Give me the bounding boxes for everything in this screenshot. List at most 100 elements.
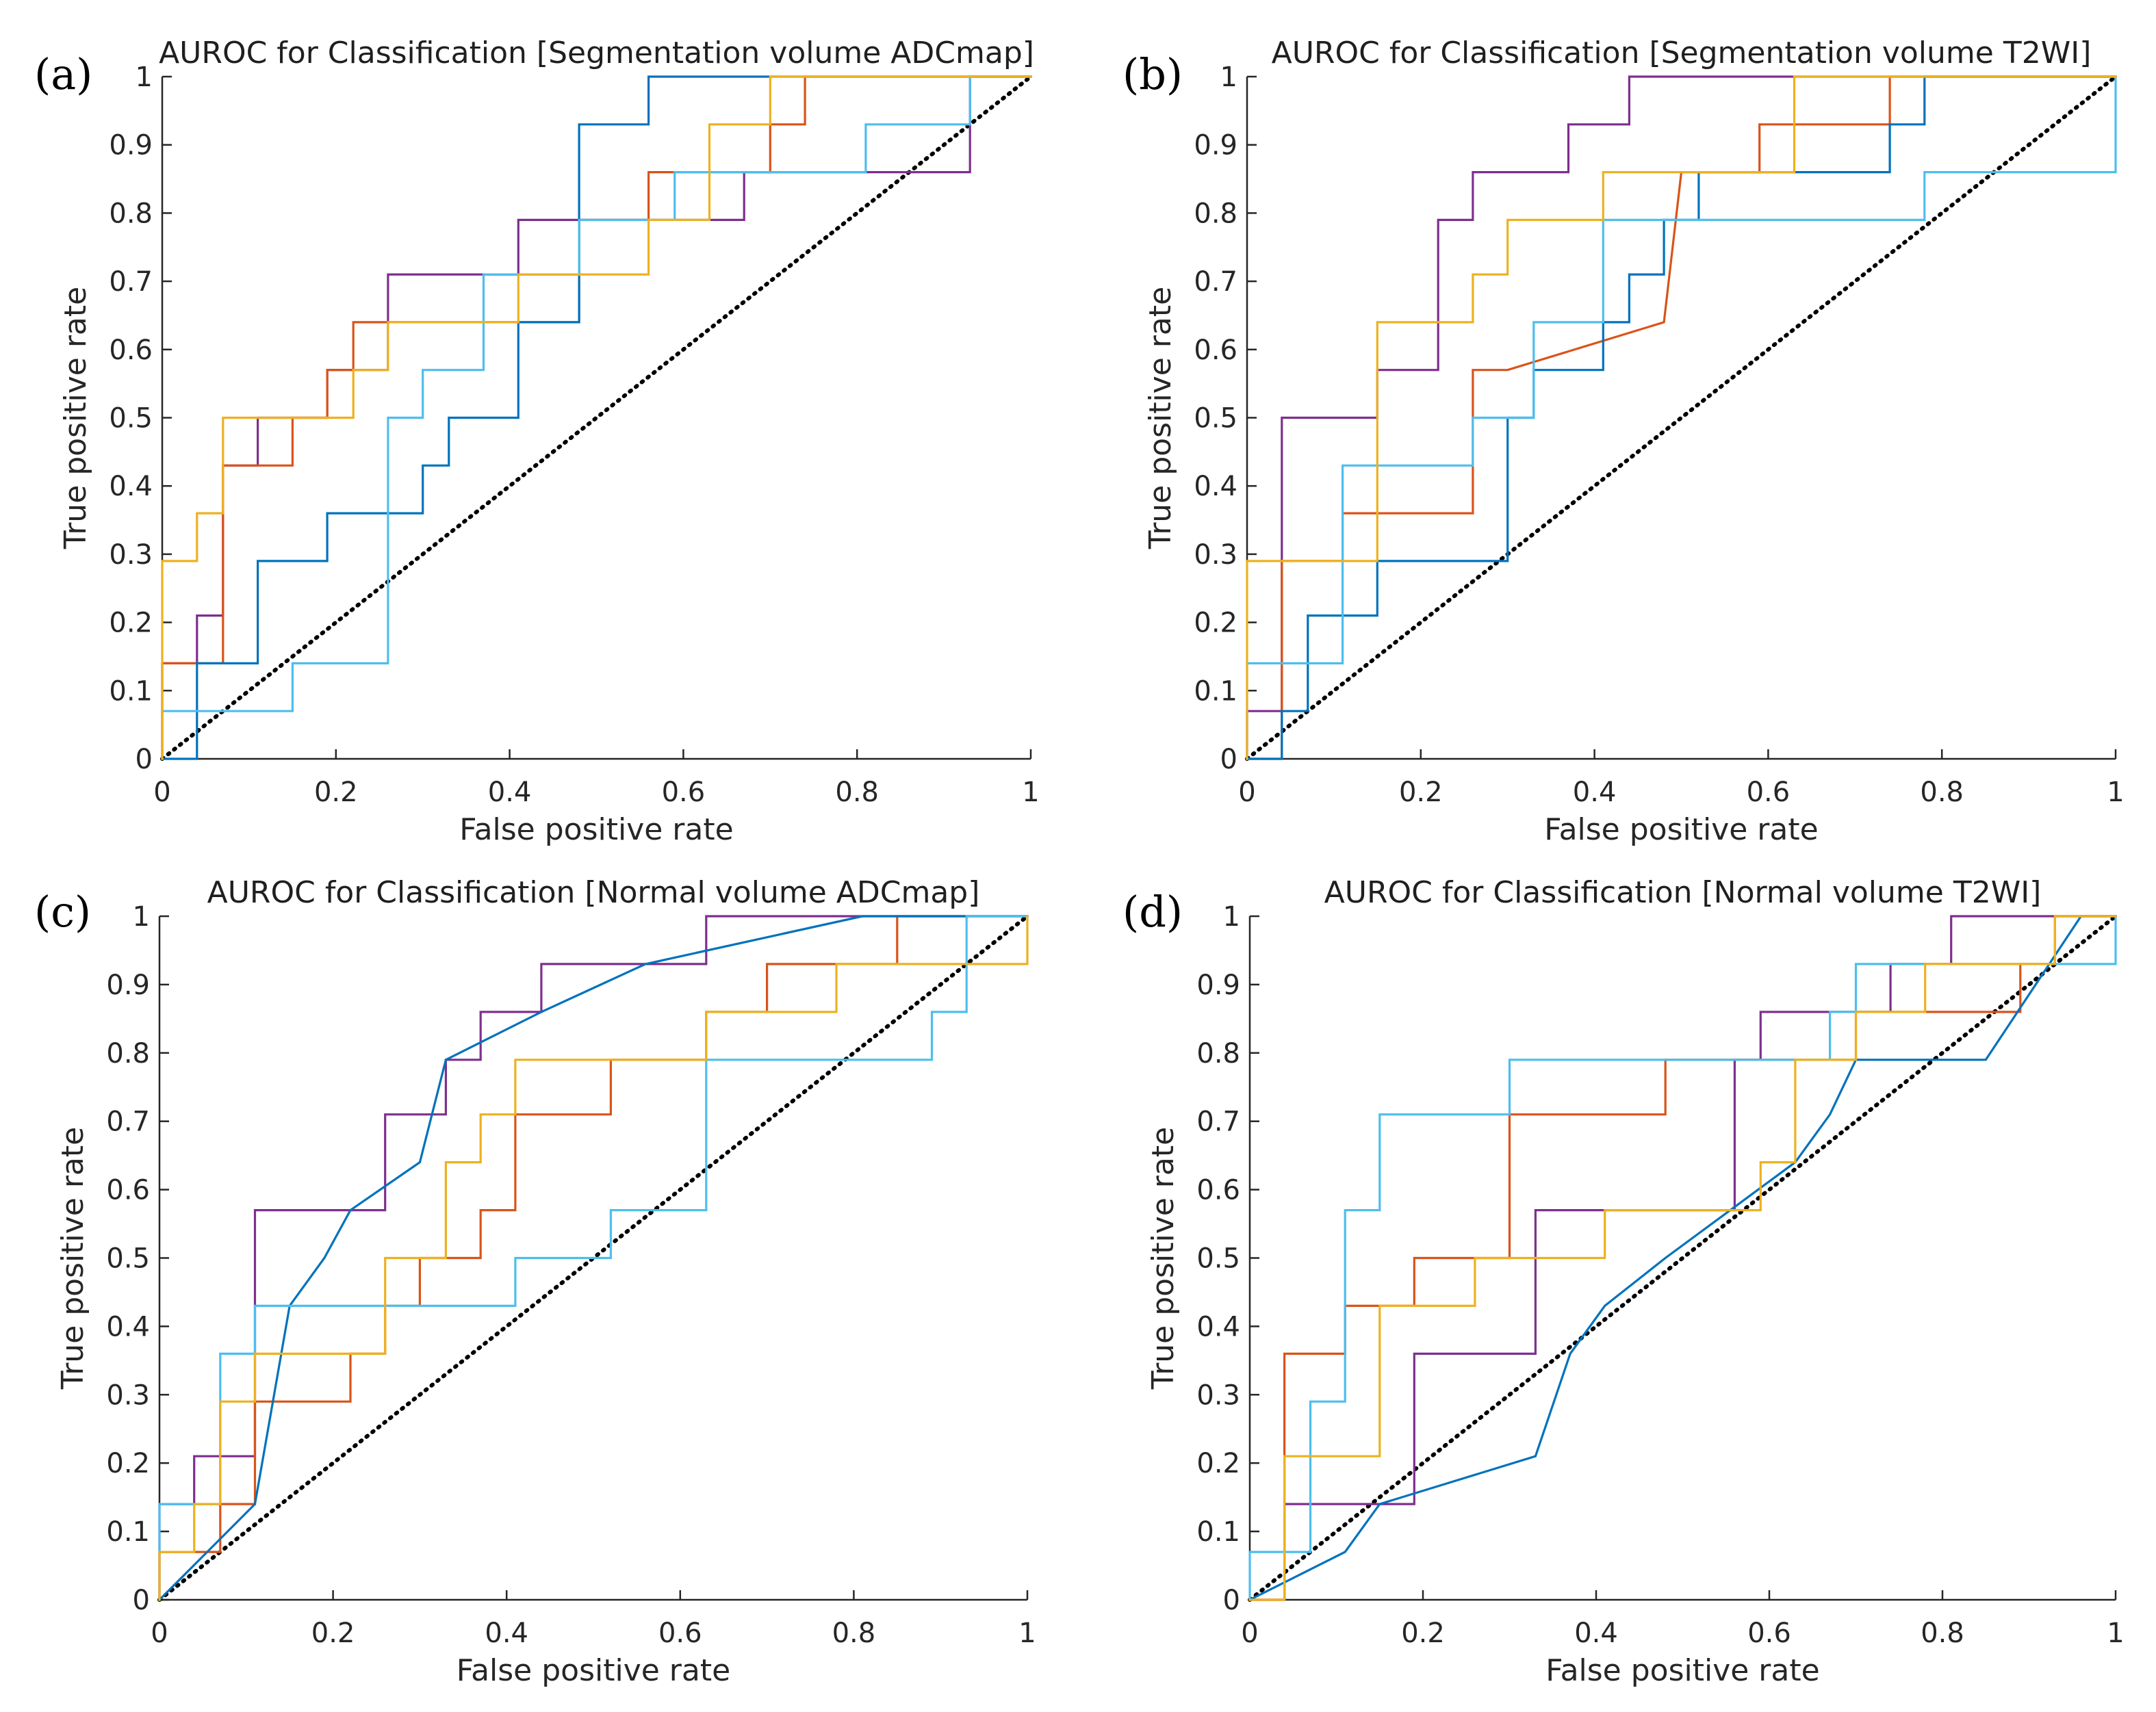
roc-curve-dark-blue-a <box>161 75 1032 760</box>
x-tick-label-a: 0.8 <box>835 777 879 808</box>
x-tick-label-c: 0.8 <box>832 1618 876 1649</box>
y-tick-label-c: 0.2 <box>106 1448 150 1479</box>
y-tick-label-b: 0.5 <box>1194 403 1237 435</box>
panel-label-c: (c) <box>34 887 92 937</box>
y-tick-label-a: 0.3 <box>109 539 153 571</box>
y-tick-label-d: 0.6 <box>1196 1175 1240 1206</box>
roc-curve-yellow-d <box>1248 915 2117 1601</box>
y-tick-label-c: 0 <box>133 1585 150 1616</box>
y-tick-label-a: 0.9 <box>109 130 153 161</box>
y-tick-label-d: 0 <box>1223 1585 1240 1616</box>
x-tick-label-c: 0.4 <box>485 1618 528 1649</box>
y-tick-label-b: 0.7 <box>1194 266 1237 298</box>
y-tick-label-c: 0.4 <box>106 1311 150 1343</box>
x-tick-label-a: 0.2 <box>314 777 358 808</box>
y-tick-label-c: 0.8 <box>106 1038 150 1069</box>
y-tick-label-c: 0.1 <box>106 1516 150 1548</box>
y-tick-label-a: 1 <box>136 62 153 93</box>
x-tick-label-b: 0.2 <box>1399 777 1443 808</box>
x-tick-label-a: 0 <box>153 777 170 808</box>
x-tick-label-c: 0.6 <box>658 1618 702 1649</box>
roc-curve-yellow-c <box>158 915 1029 1601</box>
y-tick-label-c: 0.9 <box>106 970 150 1001</box>
y-tick-label-d: 0.5 <box>1196 1243 1240 1275</box>
y-tick-label-a: 0.1 <box>109 675 153 707</box>
y-tick-label-a: 0.7 <box>109 266 153 298</box>
roc-curve-dark-blue-c <box>157 915 1029 1602</box>
chart-d: AUROC for Classification [Normal volume … <box>1146 875 2125 1688</box>
x-tick-label-d: 0.8 <box>1921 1618 1964 1649</box>
y-tick-label-b: 1 <box>1220 62 1237 93</box>
y-tick-label-b: 0.4 <box>1194 471 1237 502</box>
roc-curve-yellow-a <box>161 75 1032 760</box>
x-tick-label-c: 1 <box>1018 1618 1036 1649</box>
panel-label-b: (b) <box>1122 49 1183 99</box>
x-axis-label-b: False positive rate <box>1544 812 1818 847</box>
y-tick-label-c: 0.6 <box>106 1175 150 1206</box>
y-tick-label-d: 0.9 <box>1196 970 1240 1001</box>
x-tick-label-b: 0.6 <box>1747 777 1791 808</box>
y-axis-label-d: True positive rate <box>1146 1127 1181 1390</box>
y-tick-label-c: 0.7 <box>106 1106 150 1138</box>
y-tick-label-a: 0.2 <box>109 608 153 639</box>
y-tick-label-b: 0 <box>1220 744 1237 775</box>
y-tick-label-d: 0.1 <box>1196 1516 1240 1548</box>
x-tick-label-d: 0 <box>1241 1618 1258 1649</box>
panel-label-d: (d) <box>1122 887 1183 937</box>
y-tick-label-a: 0.8 <box>109 198 153 229</box>
chart-b: AUROC for Classification [Segmentation v… <box>1143 36 2125 847</box>
roc-curve-dark-blue-d <box>1248 915 2117 1602</box>
y-tick-label-d: 0.3 <box>1196 1379 1240 1411</box>
x-tick-label-c: 0 <box>151 1618 168 1649</box>
x-axis-label-d: False positive rate <box>1545 1653 1819 1688</box>
x-tick-label-d: 0.2 <box>1401 1618 1445 1649</box>
diagonal-reference-line-d <box>1248 914 2118 1602</box>
y-tick-label-b: 0.6 <box>1194 335 1237 366</box>
chart-a: AUROC for Classification [Segmentation v… <box>58 36 1040 847</box>
roc-curve-light-blue-d <box>1248 915 2117 1601</box>
chart-title-b: AUROC for Classification [Segmentation v… <box>1272 36 2092 70</box>
y-axis-label-a: True positive rate <box>58 287 93 549</box>
y-axis-label-b: True positive rate <box>1143 287 1178 549</box>
x-tick-label-b: 0 <box>1238 777 1255 808</box>
y-tick-label-d: 0.2 <box>1196 1448 1240 1479</box>
y-tick-label-c: 0.5 <box>106 1243 150 1275</box>
y-tick-label-a: 0.5 <box>109 403 153 435</box>
diagonal-reference-line-a <box>160 75 1033 761</box>
y-tick-label-b: 0.2 <box>1194 608 1237 639</box>
roc-curve-yellow-b <box>1246 75 2117 760</box>
x-tick-label-a: 0.4 <box>488 777 532 808</box>
y-tick-label-b: 0.1 <box>1194 675 1237 707</box>
x-tick-label-b: 0.8 <box>1920 777 1964 808</box>
x-axis-label-c: False positive rate <box>457 1653 730 1688</box>
x-tick-label-a: 1 <box>1022 777 1039 808</box>
y-tick-label-a: 0 <box>136 744 153 775</box>
y-axis-label-c: True positive rate <box>55 1127 90 1390</box>
chart-title-c: AUROC for Classification [Normal volume … <box>207 875 980 910</box>
y-tick-label-b: 0.9 <box>1194 130 1237 161</box>
roc-curve-light-blue-b <box>1246 75 2117 760</box>
y-tick-label-b: 0.3 <box>1194 539 1237 571</box>
y-tick-label-a: 0.4 <box>109 471 153 502</box>
roc-curve-purple-c <box>158 915 1029 1601</box>
y-tick-label-d: 0.8 <box>1196 1038 1240 1069</box>
x-axis-label-a: False positive rate <box>459 812 733 847</box>
x-tick-label-d: 0.4 <box>1574 1618 1618 1649</box>
y-tick-label-d: 0.7 <box>1196 1106 1240 1138</box>
panel-label-a: (a) <box>34 49 93 99</box>
x-tick-label-b: 0.4 <box>1573 777 1617 808</box>
y-tick-label-b: 0.8 <box>1194 198 1237 229</box>
diagonal-reference-line-b <box>1245 75 2118 761</box>
y-tick-label-a: 0.6 <box>109 335 153 366</box>
y-tick-label-d: 0.4 <box>1196 1311 1240 1343</box>
y-tick-label-c: 1 <box>133 901 150 933</box>
x-tick-label-a: 0.6 <box>662 777 706 808</box>
chart-title-d: AUROC for Classification [Normal volume … <box>1324 875 2042 910</box>
chart-title-a: AUROC for Classification [Segmentation v… <box>159 36 1034 70</box>
x-tick-label-d: 1 <box>2107 1618 2124 1649</box>
x-tick-label-c: 0.2 <box>311 1618 355 1649</box>
roc-curve-light-blue-a <box>161 75 1032 760</box>
x-tick-label-b: 1 <box>2107 777 2124 808</box>
